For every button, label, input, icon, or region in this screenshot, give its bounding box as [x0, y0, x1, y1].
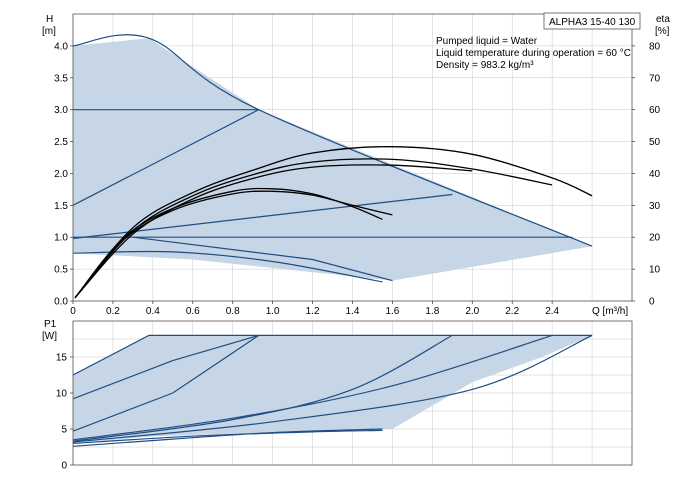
eta-tick-label: 50	[649, 137, 661, 148]
annotation-temperature: Liquid temperature during operation = 60…	[436, 48, 631, 59]
head-operating-area	[73, 38, 593, 281]
q-tick-label: 0.2	[106, 306, 120, 317]
h-tick-label: 3.5	[54, 73, 68, 84]
h-axis-unit: [m]	[42, 26, 56, 37]
p1-tick-label: 15	[56, 353, 68, 364]
power-curve	[72, 334, 260, 432]
q-tick-label: 0.8	[226, 306, 240, 317]
h-tick-label: 1.5	[54, 201, 68, 212]
power-curve	[72, 428, 383, 447]
q-tick-label: 2.2	[505, 306, 519, 317]
head-curve	[72, 109, 259, 206]
q-tick-label: 0.4	[146, 306, 160, 317]
power-curve	[72, 334, 593, 376]
pump-label: ALPHA3 15-40 130	[549, 17, 636, 28]
head-plot: 0 0.2 0.4 0.6 0.8 1.0 1.2 1.4 1.6 1.8 2.0 2.2 2.4 0.0…	[54, 13, 661, 317]
q-tick-label: 1.8	[425, 306, 439, 317]
eta-tick-label: 40	[649, 169, 661, 180]
q-tick-label: 2.0	[465, 306, 479, 317]
eta-tick-label: 30	[649, 201, 661, 212]
q-tick-label: 2.4	[545, 306, 559, 317]
efficiency-curve	[74, 164, 473, 299]
power-operating-area	[73, 335, 593, 444]
p1-axis-title: P1	[44, 319, 57, 330]
power-curve	[72, 334, 259, 400]
q-tick-label: 0	[70, 306, 76, 317]
eta-tick-label: 60	[649, 105, 661, 116]
h-tick-label: 2.5	[54, 137, 68, 148]
h-axis-title: H	[46, 14, 53, 25]
head-curve	[72, 34, 593, 247]
efficiency-curve	[74, 190, 393, 299]
q-tick-label: 1.0	[266, 306, 280, 317]
h-tick-label: 4.0	[54, 41, 68, 52]
power-plot: 0 5 10 15	[56, 320, 633, 472]
head-curve	[132, 236, 393, 282]
q-tick-label: 1.6	[385, 306, 399, 317]
eta-tick-label: 70	[649, 73, 661, 84]
p1-axis-unit: [W]	[42, 331, 57, 342]
power-curve	[72, 334, 453, 442]
power-curve	[72, 334, 553, 441]
q-tick-label: 1.2	[306, 306, 320, 317]
eta-tick-label: 80	[649, 41, 661, 52]
q-tick-label: 0.6	[186, 306, 200, 317]
head-curve	[72, 250, 383, 283]
eta-tick-label: 20	[649, 233, 661, 244]
p1-tick-label: 10	[56, 389, 68, 400]
eta-tick-label: 10	[649, 265, 661, 276]
q-tick-label: 1.4	[346, 306, 360, 317]
p1-tick-label: 5	[61, 425, 67, 436]
annotation-liquid: Pumped liquid = Water	[436, 36, 538, 47]
q-axis-title: Q [m³/h]	[592, 306, 628, 317]
pump-label-box	[543, 12, 641, 30]
power-curve	[72, 334, 593, 443]
h-tick-label: 0.5	[54, 265, 68, 276]
eta-axis-unit: [%]	[655, 26, 670, 37]
annotation-density: Density = 983.2 kg/m³	[436, 60, 534, 71]
h-tick-label: 1.0	[54, 233, 68, 244]
eta-axis-title: eta	[656, 14, 670, 25]
efficiency-curve	[74, 146, 593, 299]
p1-tick-label: 0	[61, 461, 67, 472]
eta-tick-label: 0	[649, 297, 655, 308]
h-tick-label: 0.0	[54, 297, 68, 308]
h-tick-label: 3.0	[54, 105, 68, 116]
efficiency-curve	[74, 187, 383, 299]
h-tick-label: 2.0	[54, 169, 68, 180]
